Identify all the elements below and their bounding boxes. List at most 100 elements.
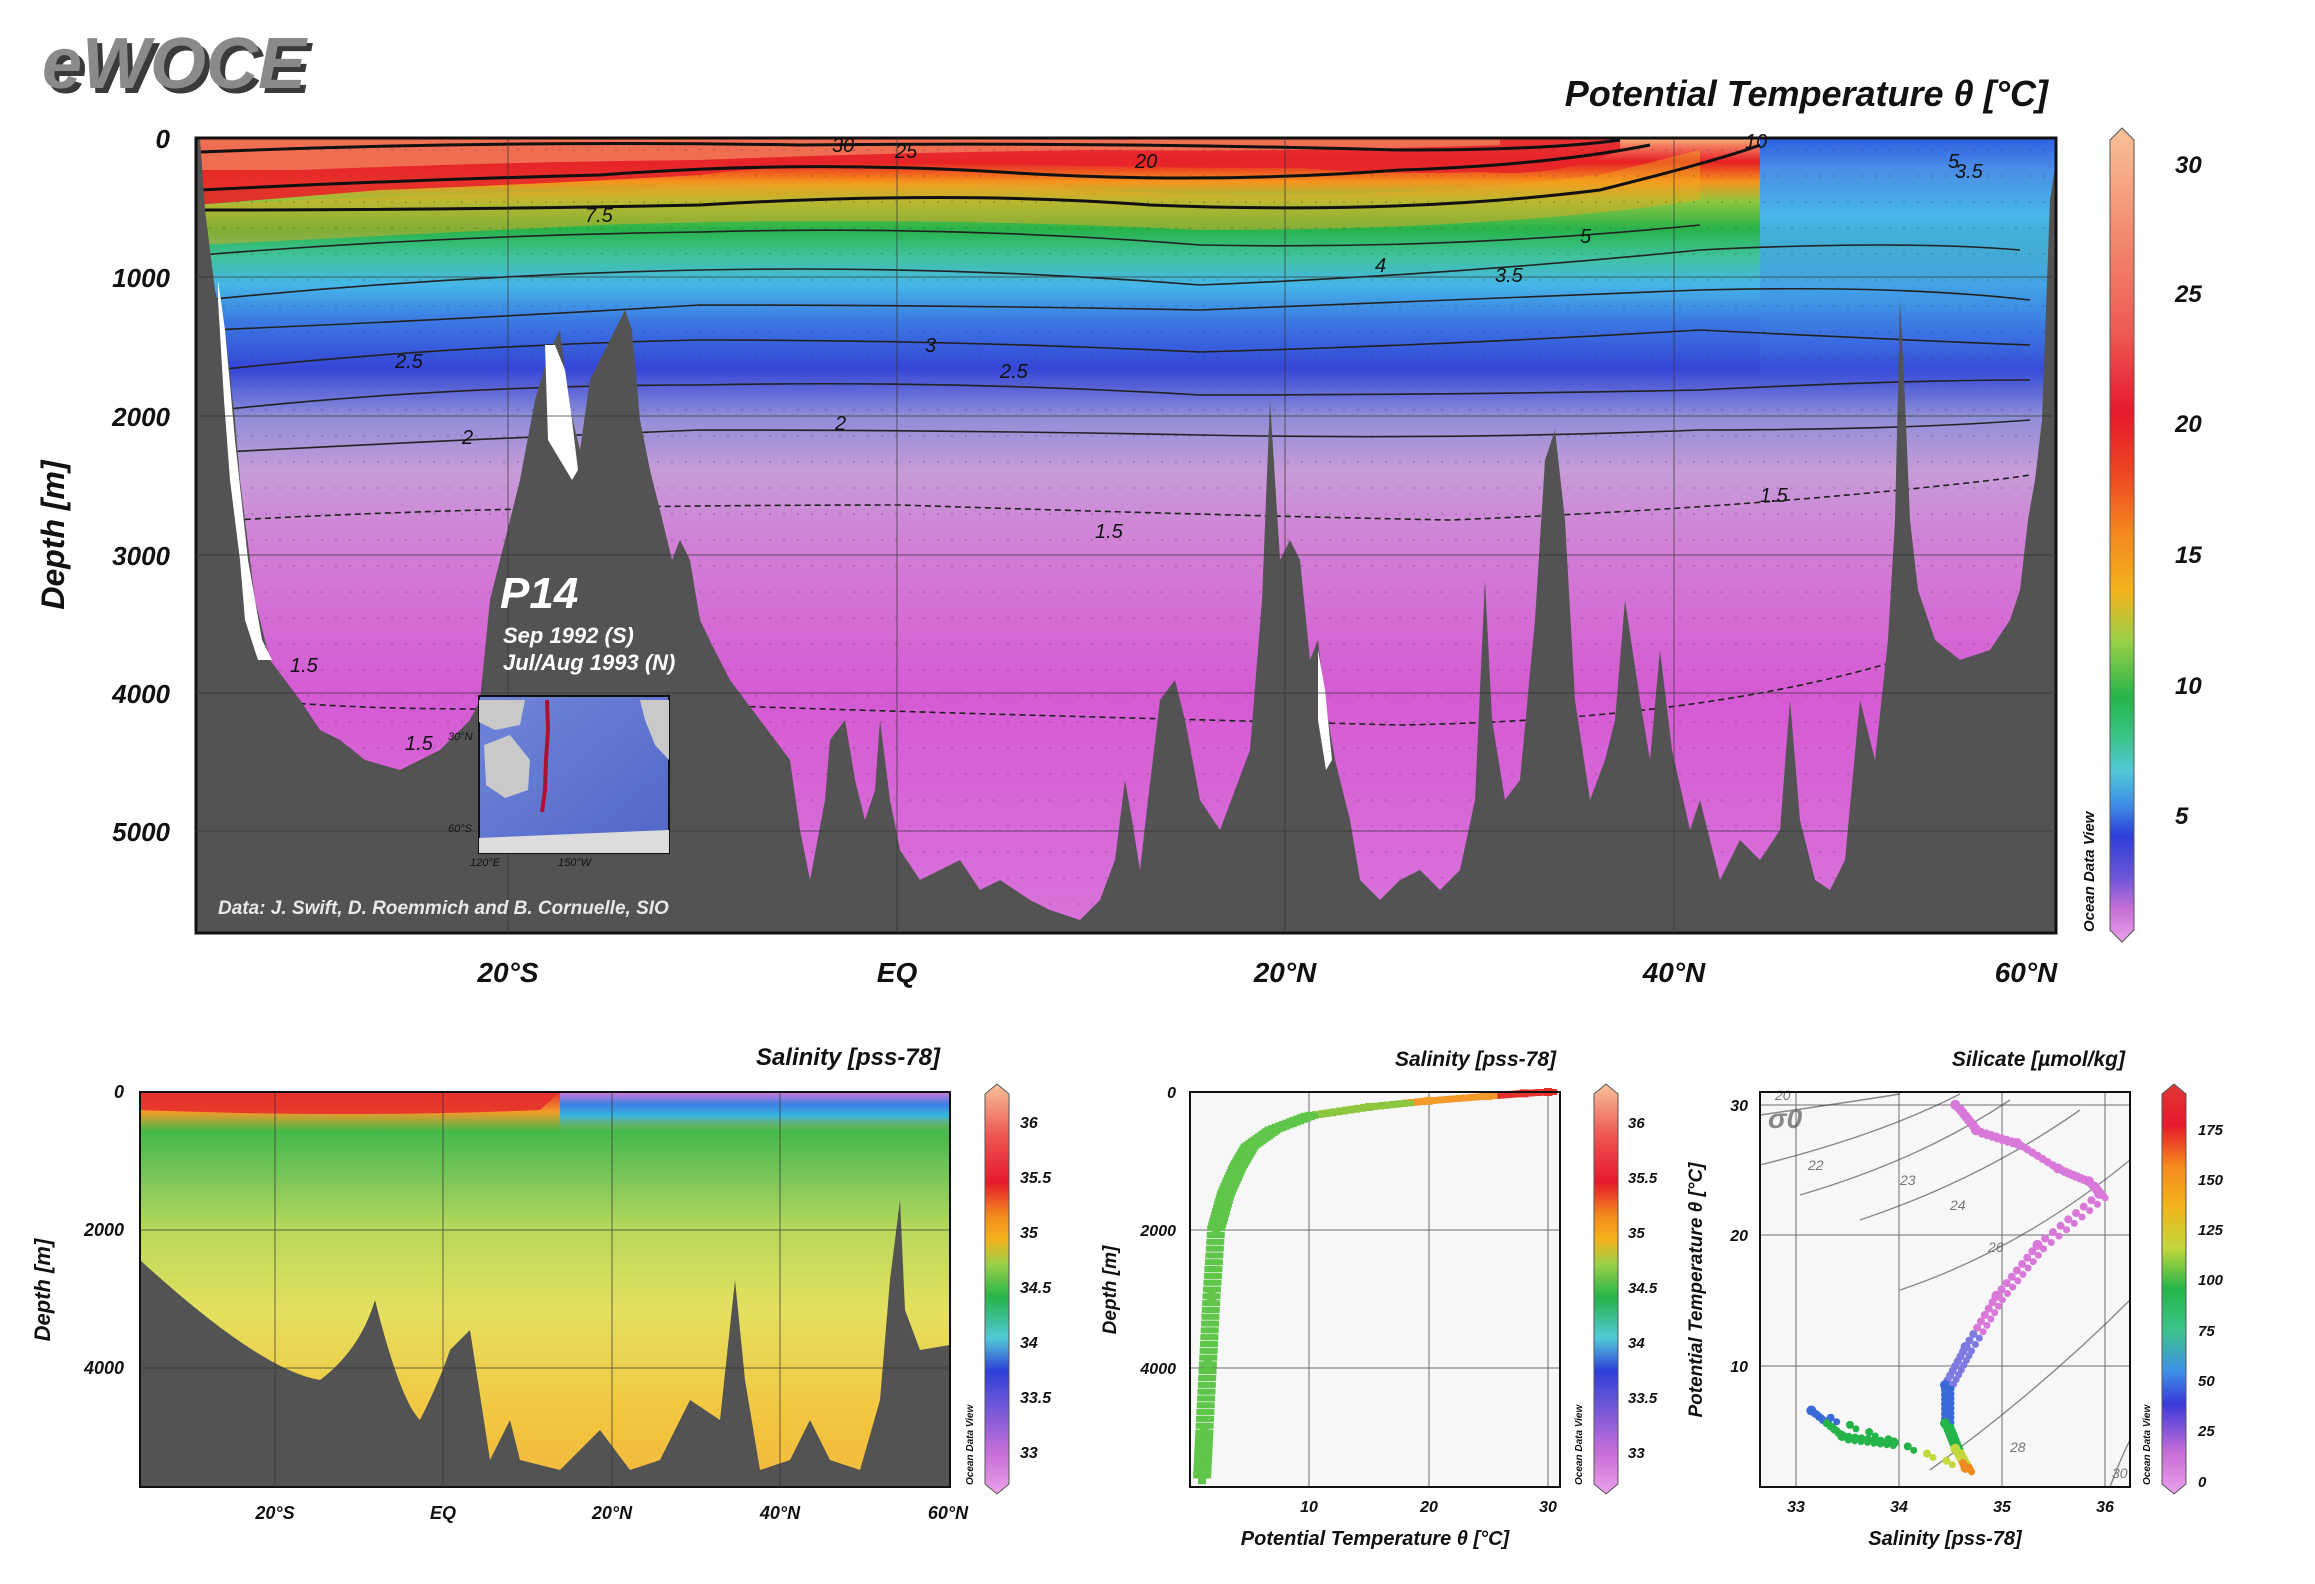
ts-point [2070, 1219, 2078, 1227]
sample-dot [1091, 539, 1093, 541]
sample-dot [1721, 149, 1723, 151]
sample-dot [797, 591, 799, 593]
sample-dot [1329, 305, 1331, 307]
sample-dot [2015, 305, 2017, 307]
sample-dot [825, 617, 827, 619]
sample-dot [937, 383, 939, 385]
sample-dot [1021, 877, 1023, 879]
sample-dot [405, 357, 407, 359]
sample-dot [1959, 357, 1961, 359]
sample-dot [1147, 695, 1149, 697]
sample-dot [923, 487, 925, 489]
sample-dot [993, 149, 995, 151]
sample-dot [405, 721, 407, 723]
sample-dot [1931, 201, 1933, 203]
y-tick-label: 2000 [111, 402, 170, 432]
sample-dot [1819, 383, 1821, 385]
sample-dot [727, 461, 729, 463]
sample-dot [727, 435, 729, 437]
sample-dot [685, 383, 687, 385]
sample-dot [433, 487, 435, 489]
sample-dot [475, 331, 477, 333]
sample-dot [825, 435, 827, 437]
sample-dot [1637, 253, 1639, 255]
sample-dot [839, 461, 841, 463]
sample-dot [489, 331, 491, 333]
sample-dot [1329, 383, 1331, 385]
sample-dot [1245, 747, 1247, 749]
sample-dot [713, 227, 715, 229]
sample-dot [1875, 279, 1877, 281]
sample-dot [1413, 643, 1415, 645]
ts-point [1833, 1418, 1841, 1426]
sample-dot [881, 591, 883, 593]
sample-dot [699, 435, 701, 437]
sample-dot [1679, 591, 1681, 593]
sample-dot [909, 227, 911, 229]
sample-dot [279, 591, 281, 593]
sample-dot [769, 669, 771, 671]
sample-dot [1959, 643, 1961, 645]
sample-dot [923, 669, 925, 671]
sample-dot [1413, 331, 1415, 333]
sample-dot [1469, 253, 1471, 255]
sample-dot [1035, 851, 1037, 853]
sample-dot [1595, 565, 1597, 567]
sample-dot [1497, 409, 1499, 411]
colorbar-tick-label: 33 [1020, 1445, 1038, 1462]
ts-point [2056, 1221, 2065, 1230]
sample-dot [1063, 877, 1065, 879]
sample-dot [1833, 643, 1835, 645]
sample-dot [461, 279, 463, 281]
sample-dot [1595, 279, 1597, 281]
sample-dot [1035, 565, 1037, 567]
profile-point [1208, 1415, 1215, 1422]
sample-dot [1007, 227, 1009, 229]
sample-dot [1245, 383, 1247, 385]
sample-dot [1175, 435, 1177, 437]
sample-dot [1805, 253, 1807, 255]
sample-dot [1133, 773, 1135, 775]
sample-dot [629, 279, 631, 281]
sample-dot [2043, 149, 2045, 151]
sample-dot [1077, 539, 1079, 541]
sample-dot [965, 305, 967, 307]
sample-dot [1651, 721, 1653, 723]
sample-dot [1749, 825, 1751, 827]
sample-dot [377, 149, 379, 151]
ts-point [2093, 1200, 2101, 1208]
sample-dot [223, 279, 225, 281]
sample-dot [405, 305, 407, 307]
sample-dot [1483, 565, 1485, 567]
sample-dot [1847, 513, 1849, 515]
sample-dot [923, 383, 925, 385]
sample-dot [1651, 201, 1653, 203]
sample-dot [671, 383, 673, 385]
sample-dot [265, 591, 267, 593]
sample-dot [279, 643, 281, 645]
sample-dot [1203, 201, 1205, 203]
sample-dot [881, 383, 883, 385]
sample-dot [503, 331, 505, 333]
sample-dot [1049, 357, 1051, 359]
sample-dot [979, 851, 981, 853]
sample-dot [1119, 565, 1121, 567]
sample-dot [321, 253, 323, 255]
sample-dot [1693, 227, 1695, 229]
sample-dot [1217, 305, 1219, 307]
colorbar-tick-label: 30 [2175, 152, 2202, 179]
profile-point [1342, 1108, 1349, 1115]
sample-dot [1427, 201, 1429, 203]
sample-dot [1035, 877, 1037, 879]
sample-dot [825, 747, 827, 749]
sample-dot [1833, 461, 1835, 463]
sample-dot [1861, 331, 1863, 333]
sample-dot [1035, 461, 1037, 463]
sample-dot [1105, 851, 1107, 853]
sample-dot [1217, 331, 1219, 333]
sample-dot [1777, 669, 1779, 671]
sample-dot [923, 799, 925, 801]
sample-dot [1707, 253, 1709, 255]
sample-dot [1861, 591, 1863, 593]
sample-dot [265, 149, 267, 151]
